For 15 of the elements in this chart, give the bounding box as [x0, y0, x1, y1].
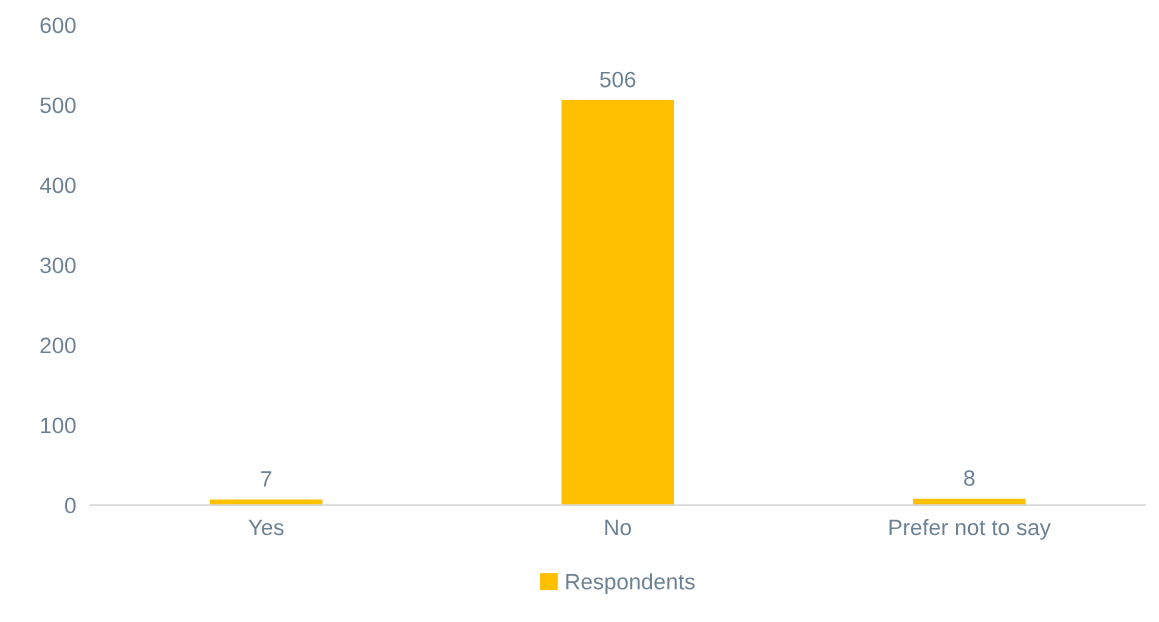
x-tick-label: No — [605, 519, 632, 536]
x-tick-label: Prefer not to say — [889, 518, 1051, 540]
y-tick-label: 500 — [40, 97, 76, 114]
y-tick-label: 0 — [65, 497, 76, 514]
data-label: 8 — [964, 470, 975, 486]
y-tick-label: 400 — [39, 177, 76, 194]
data-label: 7 — [261, 471, 272, 487]
legend-label: Respondents — [566, 573, 695, 594]
bar — [561, 100, 674, 506]
y-tick-label: 100 — [41, 417, 76, 434]
y-tick-label: 600 — [40, 17, 76, 34]
y-tick-label: 200 — [40, 337, 76, 354]
y-tick-label: 300 — [40, 257, 76, 274]
data-label: 506 — [600, 71, 636, 88]
x-tick-label: Yes — [248, 519, 284, 536]
